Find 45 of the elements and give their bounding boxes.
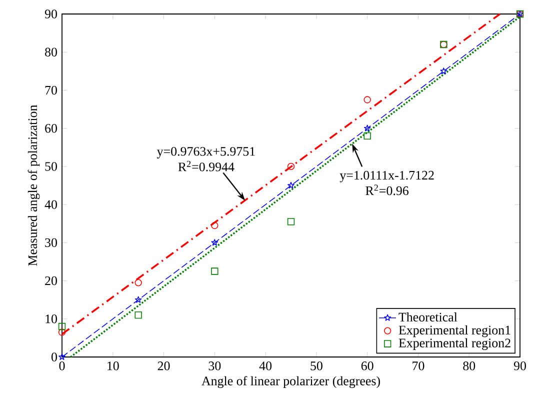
legend-label: Experimental region1 xyxy=(398,325,510,338)
x-axis-title: Angle of linear polarizer (degrees) xyxy=(202,376,380,388)
annotation: y=0.9763x+5.9751 xyxy=(156,147,255,158)
point xyxy=(287,218,295,226)
y-tick-label: 70 xyxy=(45,86,57,95)
point xyxy=(211,222,218,230)
point xyxy=(364,132,371,140)
legend-label: Experimental region2 xyxy=(398,338,510,350)
y-tick-label: 30 xyxy=(45,238,57,248)
point xyxy=(58,322,66,330)
x-tick-label: 50 xyxy=(310,362,322,370)
point xyxy=(134,311,142,319)
x-tick-label: 40 xyxy=(259,362,272,370)
x-tick-label: 20 xyxy=(158,362,170,370)
y-tick-label: 50 xyxy=(45,162,57,171)
y-tick-label: 60 xyxy=(45,124,57,133)
y-tick-label: 0 xyxy=(52,352,57,362)
y-tick-label: 80 xyxy=(45,48,57,56)
point xyxy=(287,162,295,170)
point xyxy=(211,239,218,246)
annotation: y=1.0111x-1.7122 xyxy=(340,170,434,182)
point xyxy=(364,96,371,104)
x-tick-label: 70 xyxy=(412,362,424,370)
x-tick-label: 0 xyxy=(59,362,65,370)
point xyxy=(288,182,294,188)
point xyxy=(58,353,66,360)
x-tick-label: 30 xyxy=(208,362,221,370)
point xyxy=(440,68,448,74)
legend-label: Theoretical xyxy=(398,312,458,322)
y-tick-label: 20 xyxy=(45,276,57,286)
annotation: R$^{2}$=0.9944 xyxy=(178,160,234,172)
point xyxy=(211,268,218,275)
y-tick-label: 90 xyxy=(44,10,57,18)
x-tick-label: 90 xyxy=(514,362,526,370)
point xyxy=(364,124,371,132)
point xyxy=(134,279,142,286)
annotation: R$^{2}$=0.96 xyxy=(366,184,409,196)
x-tick-label: 10 xyxy=(108,362,119,370)
x-tick-label: 60 xyxy=(361,362,374,370)
point xyxy=(134,296,142,303)
y-tick-label: 10 xyxy=(46,314,57,324)
point xyxy=(58,328,66,336)
x-tick-label: 80 xyxy=(463,362,476,370)
y-axis-title: Measured angle of polarization xyxy=(28,104,40,266)
y-tick-label: 40 xyxy=(44,200,57,209)
